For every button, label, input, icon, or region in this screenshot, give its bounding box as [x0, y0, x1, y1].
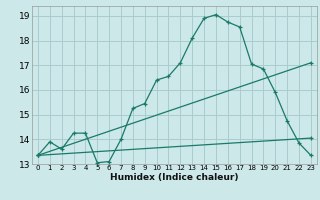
X-axis label: Humidex (Indice chaleur): Humidex (Indice chaleur) [110, 173, 239, 182]
